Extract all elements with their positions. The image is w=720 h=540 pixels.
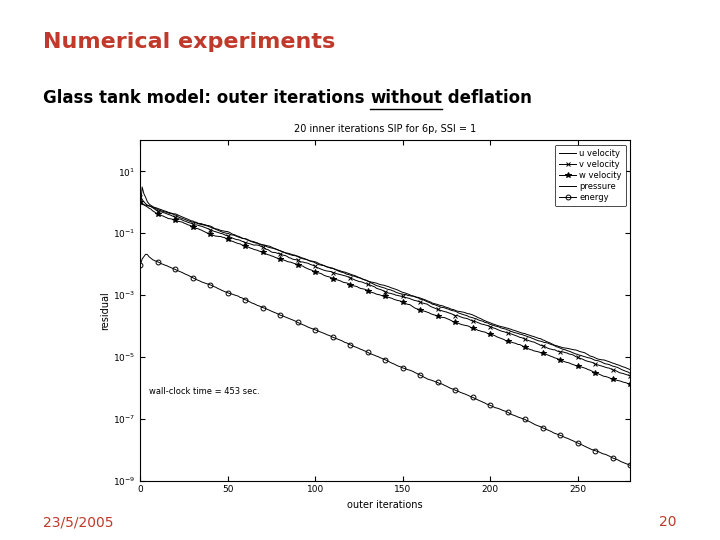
Title: 20 inner iterations SIP for 6p, SSI = 1: 20 inner iterations SIP for 6p, SSI = 1	[294, 124, 477, 134]
Text: Numerical experiments: Numerical experiments	[43, 32, 336, 52]
Legend: u velocity, v velocity, w velocity, pressure, energy: u velocity, v velocity, w velocity, pres…	[555, 145, 626, 206]
Text: Glass tank model: outer iterations: Glass tank model: outer iterations	[43, 89, 371, 107]
Text: 20: 20	[660, 515, 677, 529]
Text: wall-clock time = 453 sec.: wall-clock time = 453 sec.	[149, 387, 260, 396]
X-axis label: outer iterations: outer iterations	[347, 500, 423, 510]
Text: without: without	[371, 89, 443, 107]
Text: deflation: deflation	[443, 89, 532, 107]
Y-axis label: residual: residual	[100, 291, 110, 330]
Text: 23/5/2005: 23/5/2005	[43, 515, 114, 529]
